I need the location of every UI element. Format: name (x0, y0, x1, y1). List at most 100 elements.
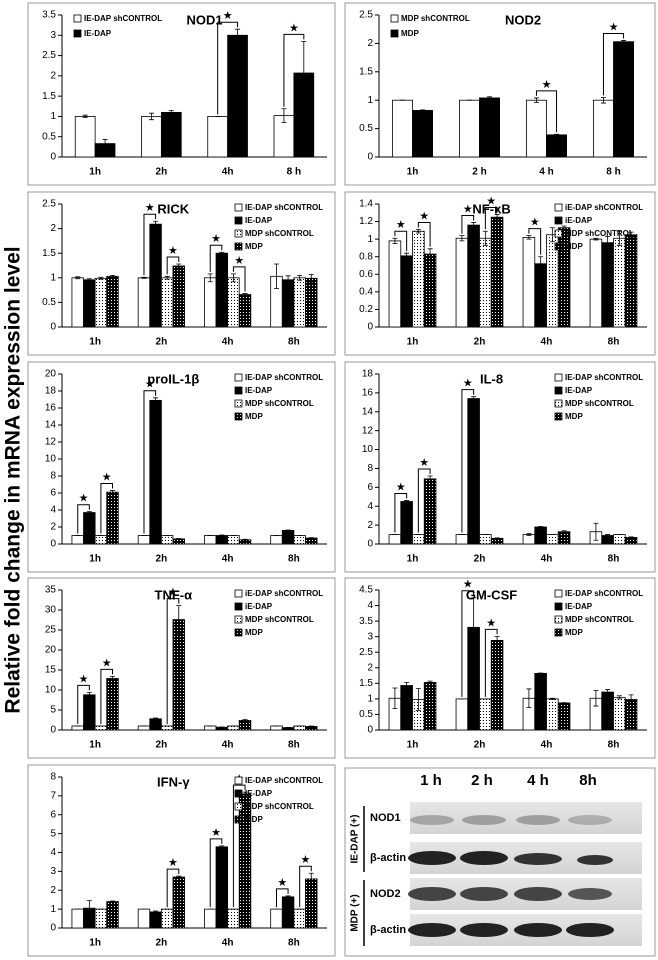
bar (467, 398, 480, 545)
x-tick-label: 1h (89, 167, 101, 178)
x-tick-label: 2h (474, 740, 486, 751)
bar (479, 534, 492, 545)
bar (160, 908, 174, 929)
x-tick-label: 1h (407, 740, 419, 751)
y-tick-label: 20 (45, 645, 57, 656)
y-tick-label: 8 (50, 772, 56, 783)
bar (204, 908, 217, 929)
significance-bracket (232, 266, 246, 292)
x-tick-label: 2 h (472, 167, 486, 178)
error-bar (427, 680, 433, 685)
bar (388, 534, 402, 545)
error-bar (459, 235, 465, 242)
y-tick-label: 10 (45, 685, 57, 696)
x-tick-label: 4h (541, 337, 553, 348)
bar (546, 534, 559, 545)
legend-label: MDP shCONTROL (565, 229, 634, 238)
x-tick-label: 1h (89, 554, 101, 565)
y-tick-label: 12 (362, 425, 374, 436)
bar (546, 134, 568, 158)
y-tick-label: 10 (362, 444, 374, 455)
error-bar (86, 511, 92, 514)
y-tick-label: 8 (367, 463, 373, 474)
error-bar (98, 276, 104, 280)
error-bar (605, 236, 611, 250)
error-bar (538, 526, 544, 528)
y-tick-label: 2 (367, 38, 373, 49)
significance-star: ★ (211, 233, 221, 245)
error-bar (75, 276, 81, 280)
y-tick-label: 0.5 (42, 131, 56, 142)
panel-frame (344, 191, 656, 356)
error-bar (526, 688, 532, 708)
x-tick-label: 8h (288, 554, 300, 565)
legend-label: MDP (565, 242, 583, 251)
blot-row-label: NOD2 (370, 888, 401, 900)
bar (281, 279, 295, 328)
bar (172, 619, 185, 731)
chart-title: GM-CSF (466, 587, 517, 602)
bar (71, 725, 84, 731)
legend-label: IE-DAP (565, 386, 593, 395)
bar (522, 534, 536, 545)
error-bar (526, 533, 532, 536)
y-tick-label: 35 (45, 585, 57, 596)
significance-star: ★ (145, 202, 155, 214)
error-bar (415, 688, 421, 711)
bar (455, 698, 469, 731)
bar (305, 277, 318, 328)
bar (160, 111, 182, 158)
bar (467, 224, 480, 328)
bar (400, 685, 413, 731)
y-tick-label: 1.5 (359, 66, 373, 77)
significance-bracket (232, 784, 246, 908)
bar (71, 277, 84, 328)
blot-membrane (410, 802, 642, 834)
blot-time: 2 h (471, 772, 493, 789)
chart-title: IFN-γ (157, 774, 190, 789)
legend-label: IE-DAP shCONTROL (245, 373, 323, 382)
error-bar (549, 697, 555, 700)
bar (204, 535, 217, 545)
y-tick-label: 4 (367, 600, 373, 611)
y-tick-label: 3 (50, 30, 56, 41)
bar (238, 294, 252, 328)
x-tick-label: 2h (156, 554, 168, 565)
bar (137, 725, 151, 731)
x-tick-label: 8h (288, 938, 300, 949)
y-tick-label: 4.5 (359, 585, 373, 596)
bar (160, 277, 174, 328)
x-tick-label: 4h (222, 554, 234, 565)
legend-label: IE-DAP (565, 602, 593, 611)
y-tick-label: 12 (45, 437, 57, 448)
error-bar (110, 676, 116, 681)
error-bar (404, 682, 410, 690)
significance-star: ★ (289, 22, 299, 34)
legend-swatch (554, 242, 563, 251)
legend-swatch (390, 29, 399, 38)
error-bar (86, 900, 92, 917)
error-bar (593, 690, 599, 707)
y-tick-label: 3 (367, 631, 373, 642)
x-tick-label: 2h (156, 167, 168, 178)
bar (172, 265, 185, 328)
significance-bracket (283, 33, 305, 107)
error-bar (392, 687, 398, 709)
y-tick-label: 1 (50, 111, 56, 122)
bar (534, 263, 547, 328)
bar (624, 234, 638, 328)
y-tick-label: 1.4 (359, 199, 373, 210)
error-bar (392, 237, 398, 244)
significance-star: ★ (277, 877, 287, 889)
error-bar (102, 139, 108, 149)
significance-star: ★ (168, 587, 178, 599)
bar (270, 725, 283, 731)
legend-swatch (234, 399, 243, 408)
error-bar (164, 275, 170, 280)
error-bar (593, 237, 599, 241)
y-tick-label: 6 (367, 482, 373, 493)
error-bar (533, 97, 539, 103)
error-bar (628, 694, 634, 705)
significance-bracket (461, 389, 475, 533)
chart-title: NOD2 (505, 12, 541, 27)
